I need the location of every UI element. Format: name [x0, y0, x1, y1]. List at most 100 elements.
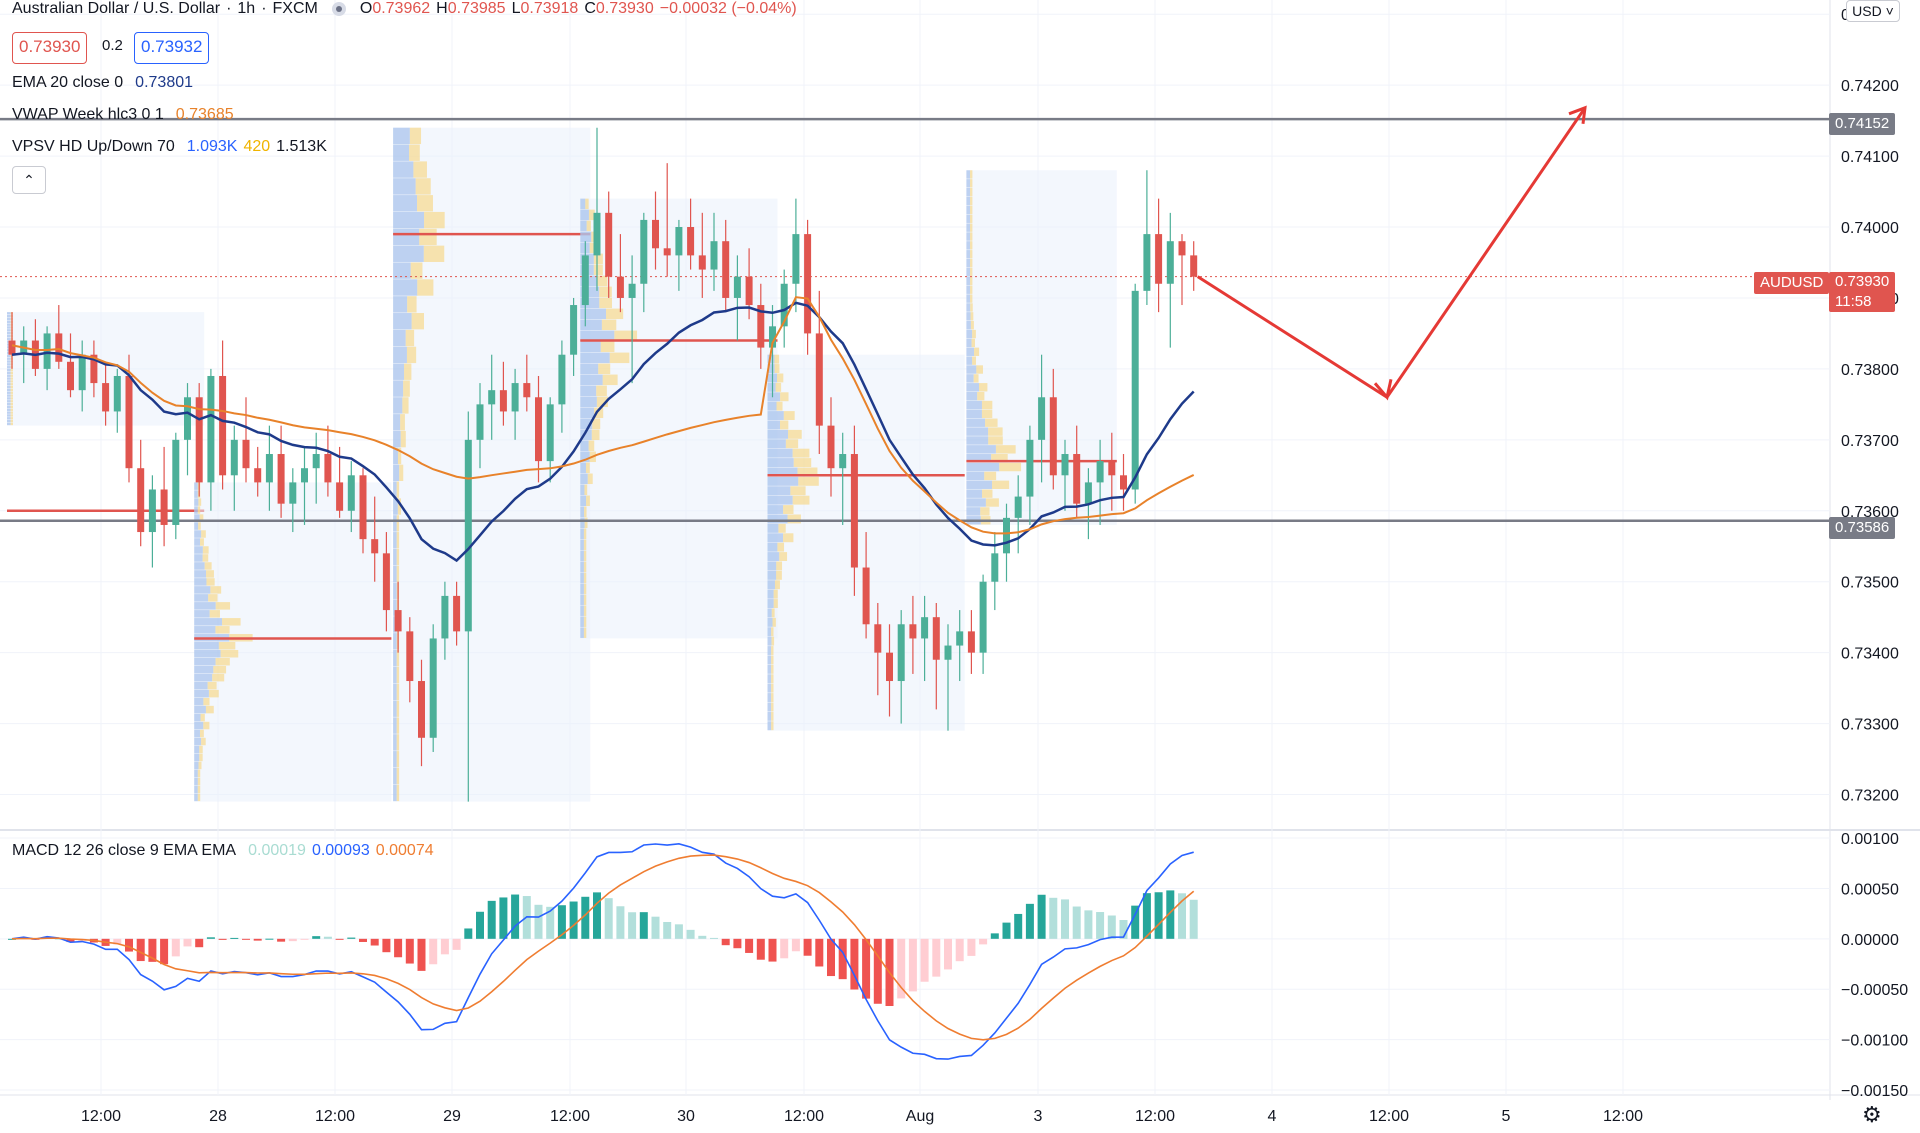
volume-profile-bar-down	[396, 532, 400, 549]
time-axis-label: 12:00	[1369, 1108, 1409, 1125]
volume-profile-bar-up	[966, 471, 985, 481]
vwap-legend[interactable]: VWAP Week hlc3 0 1 0.73685	[12, 106, 234, 123]
macd-histogram-bar	[1119, 920, 1128, 939]
volume-profile-bar-up	[580, 616, 584, 627]
volume-profile-bar-down	[215, 602, 231, 610]
macd-axis-label: −0.00150	[1841, 1083, 1908, 1100]
candle-body	[1084, 482, 1092, 504]
volume-profile-bar-up	[7, 314, 11, 318]
volume-profile-bar-down	[591, 429, 600, 441]
volume-profile-bar-up	[966, 338, 972, 348]
volume-profile-bar-up	[966, 223, 970, 232]
volume-profile-bar-down	[10, 411, 13, 414]
currency-select[interactable]: USD ˅	[1846, 0, 1900, 22]
volume-profile-bar-up	[580, 418, 593, 430]
candle-body	[160, 489, 168, 525]
volume-profile-bar-up	[393, 548, 397, 566]
volume-profile-bar-up	[767, 655, 772, 665]
settings-gear-icon[interactable]: ⚙	[1862, 1102, 1882, 1127]
volume-profile-bar-down	[198, 498, 202, 506]
volume-profile-bar-down	[777, 542, 785, 552]
volume-profile-bar-up	[393, 717, 397, 734]
candle-body	[1014, 496, 1022, 518]
macd-legend[interactable]: MACD 12 26 close 9 EMA EMA 0.00019 0.000…	[12, 842, 434, 859]
candle-body	[371, 539, 379, 554]
volume-profile-bar-up	[966, 489, 983, 498]
macd-histogram-bar	[1084, 910, 1093, 939]
macd-histogram-bar	[382, 938, 391, 953]
volume-profile-bar-up	[7, 334, 11, 338]
candle-body	[382, 553, 390, 611]
candle-body	[148, 489, 156, 533]
volume-profile-bar-down	[396, 734, 400, 751]
interval-label[interactable]: 1h	[237, 0, 256, 17]
candle-body	[277, 454, 285, 504]
candle-body	[663, 248, 671, 256]
macd-histogram-bar	[1037, 894, 1046, 939]
buy-price-button[interactable]: 0.73932	[134, 32, 210, 64]
macd-line-value: 0.00093	[311, 842, 370, 859]
volume-profile-bar-down	[396, 548, 400, 566]
volume-profile-bar-up	[393, 262, 411, 279]
volume-profile-bar-down	[396, 717, 400, 734]
macd-histogram-bar	[440, 938, 449, 955]
volume-profile-bar-down	[594, 407, 604, 419]
macd-histogram-bar	[546, 906, 555, 939]
volume-profile-bar-down	[970, 258, 973, 268]
candle-body	[418, 681, 425, 738]
candle-body	[429, 638, 437, 738]
vpsv-legend[interactable]: VPSV HD Up/Down 70 1.093K 420 1.513K	[12, 138, 327, 155]
volume-profile-bar-up	[767, 608, 772, 618]
time-axis-label: 4	[1268, 1108, 1277, 1125]
volume-profile-bar-down	[771, 693, 774, 702]
volume-profile-bar-up	[7, 320, 11, 323]
volume-profile-bar-down	[970, 267, 973, 277]
volume-profile-bar-down	[410, 262, 423, 279]
candle-body	[979, 581, 987, 653]
candle-body	[406, 631, 414, 682]
candle-body	[1026, 439, 1034, 497]
volume-profile-bar-down	[583, 594, 587, 605]
macd-histogram-bar	[347, 937, 356, 939]
volume-profile-bar-down	[606, 308, 624, 320]
price-axis-label: 0.73300	[1841, 717, 1899, 734]
volume-profile-bar-up	[393, 127, 410, 145]
volume-profile-bar-down	[980, 507, 990, 516]
candle-body	[897, 624, 905, 682]
candle-body	[687, 227, 695, 256]
volume-profile-bar-down	[213, 665, 227, 674]
volume-profile-bar-down	[409, 127, 422, 145]
sell-price-button[interactable]: 0.73930	[12, 32, 88, 64]
volume-profile-bar-down	[790, 486, 806, 496]
volume-profile-bar-down	[771, 636, 775, 646]
volume-profile-bar-up	[966, 276, 970, 286]
symbol-title[interactable]: Australian Dollar / U.S. Dollar	[12, 0, 221, 17]
volume-profile-bar-up	[767, 683, 772, 693]
candle-body	[991, 553, 999, 582]
volume-profile-bar-down	[792, 448, 810, 458]
candle-body	[1155, 234, 1163, 284]
volume-profile-bar-down	[970, 232, 973, 241]
volume-profile-bar-up	[194, 618, 223, 626]
volume-profile-bar-up	[194, 649, 221, 658]
macd-histogram-bar	[66, 938, 75, 943]
candle-body	[815, 333, 823, 426]
volume-profile-bar-up	[194, 602, 216, 610]
volume-profile-bar-down	[773, 589, 778, 599]
volume-profile-bar-up	[580, 484, 585, 496]
ema-legend[interactable]: EMA 20 close 0 0.73801	[12, 74, 194, 91]
candle-body	[195, 397, 203, 483]
volume-profile-bar-down	[787, 514, 801, 524]
volume-profile-bar-down	[783, 411, 795, 420]
candle-body	[710, 241, 718, 270]
volume-profile-bar-down	[10, 380, 13, 383]
volume-profile-bar-down	[413, 161, 427, 178]
volume-profile-bar-up	[767, 693, 772, 702]
collapse-legend-button[interactable]: ⌃	[12, 166, 46, 194]
forecast-arrow-head	[1568, 105, 1587, 125]
volume-profile-bar-up	[7, 402, 11, 406]
volume-profile-bar-up	[580, 451, 590, 463]
candle-body	[909, 624, 917, 639]
high-value: 0.73985	[447, 0, 506, 17]
